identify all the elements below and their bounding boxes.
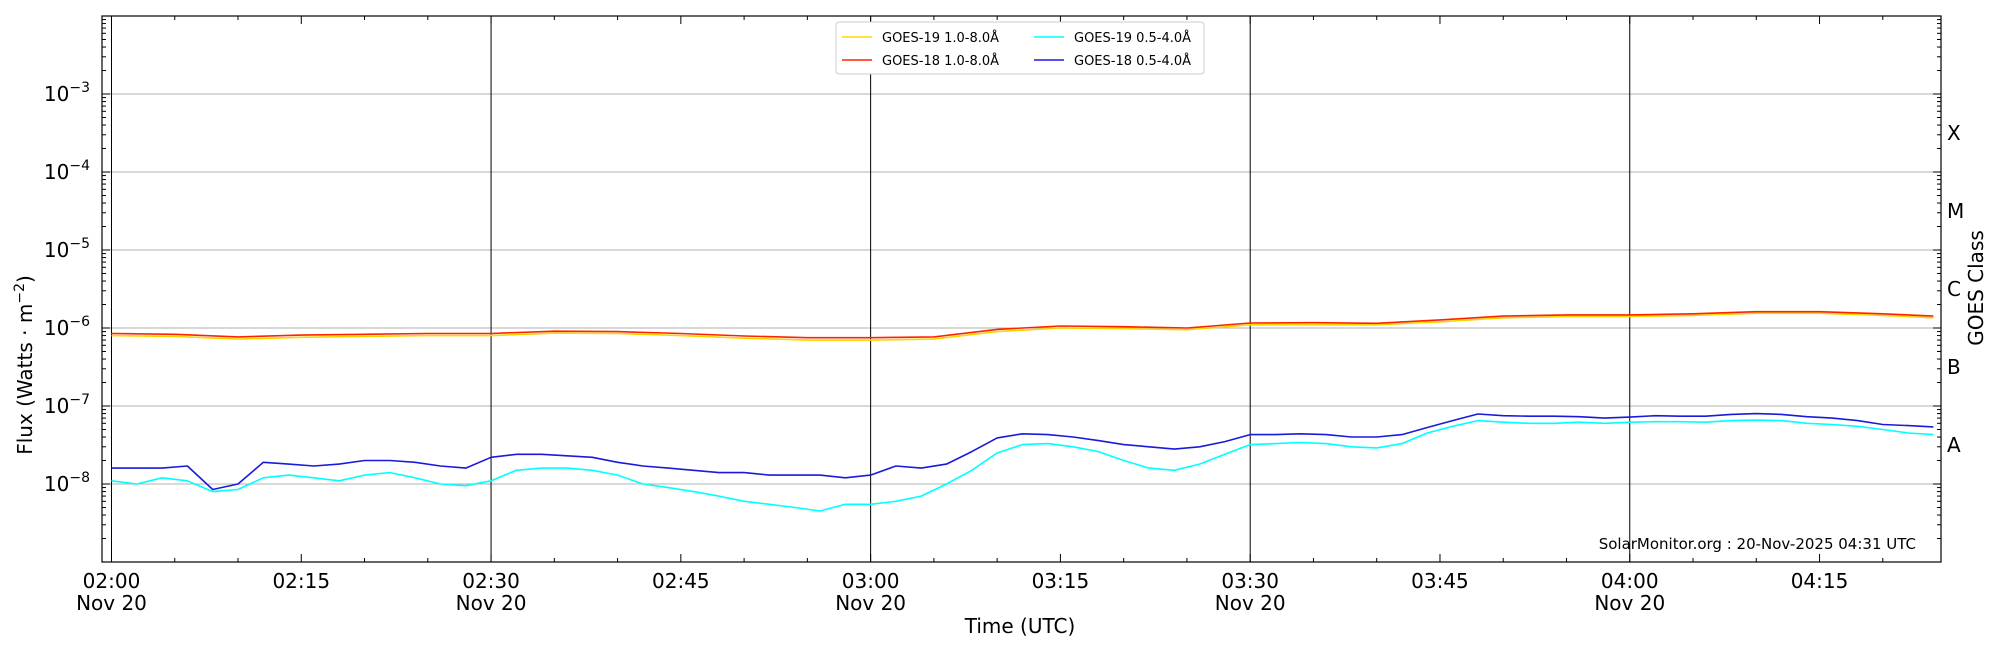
y-tick-label-exponent: −6 bbox=[69, 314, 90, 330]
x-tick-label-date: Nov 20 bbox=[76, 591, 147, 615]
y-tick-label-exponent: −5 bbox=[69, 236, 90, 252]
x-tick-label-time: 03:00 bbox=[842, 569, 900, 593]
x-tick-label-time: 03:15 bbox=[1032, 569, 1090, 593]
source-annotation: SolarMonitor.org : 20-Nov-2025 04:31 UTC bbox=[1599, 535, 1916, 553]
y-tick-label-exponent: −7 bbox=[69, 392, 90, 408]
series-line-3 bbox=[111, 412, 1934, 491]
legend-box bbox=[835, 21, 1205, 75]
y-axis-label-main: Flux (Watts · m bbox=[13, 304, 37, 455]
y-tick-label-base: 10 bbox=[44, 238, 69, 262]
right-axis-label: GOES Class bbox=[1964, 230, 1988, 346]
series-line-0 bbox=[111, 312, 1934, 341]
y-axis-label: Flux (Watts · m−2) bbox=[12, 275, 37, 455]
legend: GOES-19 1.0-8.0Å GOES-18 1.0-8.0Å GOES-1… bbox=[835, 21, 1205, 75]
y-tick-labels: 10−810−710−610−510−410−3 bbox=[44, 80, 90, 496]
series-line-1 bbox=[111, 310, 1934, 339]
series-lines bbox=[111, 310, 1934, 512]
y-tick-label: 10−7 bbox=[44, 392, 90, 418]
goes-class-labels: A B C M X bbox=[1947, 121, 1964, 457]
legend-label-goes18-short: GOES-18 0.5-4.0Å bbox=[1074, 53, 1191, 69]
vertical-day-lines bbox=[110, 16, 1631, 562]
x-tick-label-time: 03:30 bbox=[1221, 569, 1279, 593]
goes-class-label: C bbox=[1947, 277, 1961, 301]
y-tick-label: 10−4 bbox=[44, 158, 90, 184]
goes-class-label: A bbox=[1947, 433, 1961, 457]
y-tick-label-exponent: −8 bbox=[69, 470, 90, 486]
y-tick-label: 10−3 bbox=[44, 80, 90, 106]
legend-label-goes19-short: GOES-19 0.5-4.0Å bbox=[1074, 30, 1191, 46]
goes-class-label: X bbox=[1947, 121, 1961, 145]
axis-ticks bbox=[102, 16, 1941, 563]
x-tick-label-date: Nov 20 bbox=[1594, 591, 1665, 615]
x-tick-label-date: Nov 20 bbox=[835, 591, 906, 615]
x-tick-label-time: 04:15 bbox=[1791, 569, 1849, 593]
plot-area-frame bbox=[101, 15, 1942, 563]
y-axis-label-sup: −2 bbox=[12, 283, 28, 304]
x-tick-label-time: 03:45 bbox=[1411, 569, 1469, 593]
y-tick-label-exponent: −4 bbox=[69, 158, 90, 174]
y-tick-label-exponent: −3 bbox=[69, 80, 90, 96]
x-tick-label-time: 02:15 bbox=[272, 569, 330, 593]
y-tick-label: 10−5 bbox=[44, 236, 90, 262]
y-tick-label: 10−8 bbox=[44, 470, 90, 496]
series-line-2 bbox=[111, 419, 1934, 512]
x-tick-label-time: 02:45 bbox=[652, 569, 710, 593]
y-tick-label-base: 10 bbox=[44, 82, 69, 106]
legend-label-goes19-long: GOES-19 1.0-8.0Å bbox=[882, 30, 999, 46]
x-tick-label-time: 02:00 bbox=[83, 569, 141, 593]
x-axis-label: Time (UTC) bbox=[964, 614, 1076, 638]
x-tick-label-time: 02:30 bbox=[462, 569, 520, 593]
x-tick-label-date: Nov 20 bbox=[1215, 591, 1286, 615]
legend-label-goes18-long: GOES-18 1.0-8.0Å bbox=[882, 53, 999, 69]
y-tick-label-base: 10 bbox=[44, 160, 69, 184]
x-tick-label-time: 04:00 bbox=[1601, 569, 1659, 593]
x-tick-label-date: Nov 20 bbox=[456, 591, 527, 615]
y-tick-label-base: 10 bbox=[44, 316, 69, 340]
y-axis-label-close: ) bbox=[13, 275, 37, 283]
goes-class-label: M bbox=[1947, 199, 1964, 223]
y-tick-label-base: 10 bbox=[44, 394, 69, 418]
goes-class-label: B bbox=[1947, 355, 1961, 379]
y-tick-label-base: 10 bbox=[44, 472, 69, 496]
y-tick-label: 10−6 bbox=[44, 314, 90, 340]
